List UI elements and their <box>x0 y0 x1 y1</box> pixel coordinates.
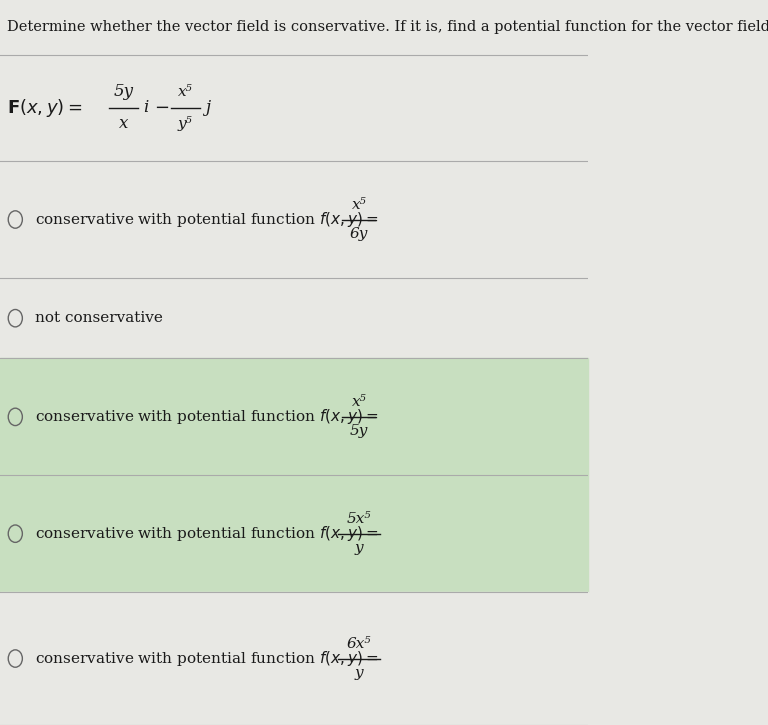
Bar <box>0 358 588 476</box>
Bar <box>0 0 588 55</box>
Text: Determine whether the vector field is conservative. If it is, find a potential f: Determine whether the vector field is co… <box>7 20 768 34</box>
Bar <box>0 278 588 358</box>
Bar <box>0 592 588 725</box>
Text: x: x <box>119 115 128 133</box>
Text: conservative with potential function $f(x, y)=$: conservative with potential function $f(… <box>35 649 379 668</box>
Text: −: − <box>154 99 169 117</box>
Text: not conservative: not conservative <box>35 311 163 326</box>
Text: x⁵: x⁵ <box>352 395 366 410</box>
Text: 5y: 5y <box>349 424 368 439</box>
Text: 5x⁵: 5x⁵ <box>346 512 371 526</box>
Text: x⁵: x⁵ <box>352 198 366 212</box>
Text: $\bf{F}$$(x, y)=$: $\bf{F}$$(x, y)=$ <box>7 97 83 119</box>
Text: 6y: 6y <box>349 227 368 241</box>
Text: j: j <box>205 99 210 117</box>
Bar <box>0 55 588 161</box>
Text: i: i <box>144 99 149 117</box>
Text: 6x⁵: 6x⁵ <box>346 637 371 651</box>
Text: conservative with potential function $f(x, y)=$: conservative with potential function $f(… <box>35 524 379 543</box>
Bar <box>0 161 588 278</box>
Bar <box>0 476 588 592</box>
Text: conservative with potential function $f(x, y)=$: conservative with potential function $f(… <box>35 407 379 426</box>
Text: y: y <box>355 666 363 680</box>
Text: y⁵: y⁵ <box>178 117 193 131</box>
Text: y: y <box>355 541 363 555</box>
Text: x⁵: x⁵ <box>178 85 193 99</box>
Text: conservative with potential function $f(x, y)=$: conservative with potential function $f(… <box>35 210 379 229</box>
Text: 5y: 5y <box>114 83 134 101</box>
